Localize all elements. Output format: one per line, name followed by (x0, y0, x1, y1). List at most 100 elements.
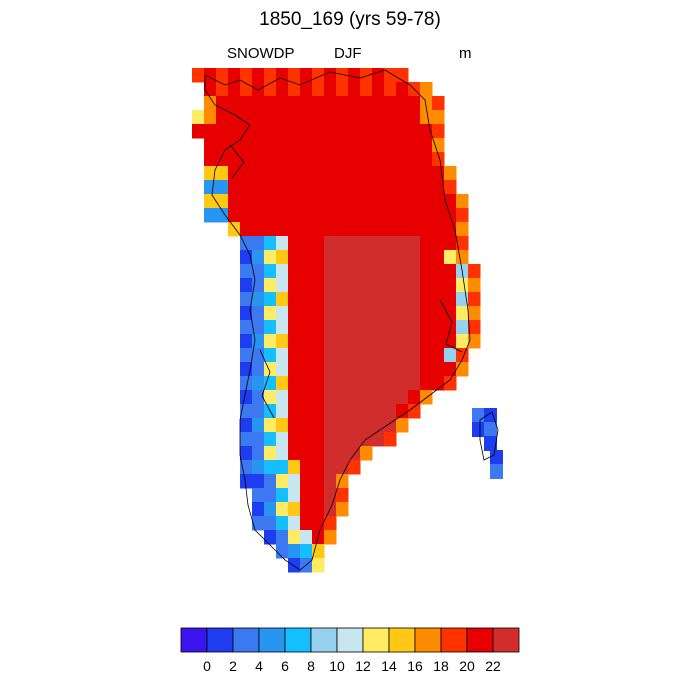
snow-depth-cell (360, 418, 373, 433)
snow-depth-cell (360, 208, 373, 223)
snow-depth-cell (372, 250, 385, 265)
snow-depth-cell (312, 488, 325, 503)
snow-depth-cell (288, 544, 301, 559)
snow-depth-cell (336, 376, 349, 391)
snow-depth-cell (312, 278, 325, 293)
snow-depth-cell (360, 348, 373, 363)
snow-depth-cell (336, 180, 349, 195)
snow-depth-cell (396, 166, 409, 181)
snow-depth-cell (300, 194, 313, 209)
snow-depth-cell (384, 292, 397, 307)
snow-depth-cell (312, 418, 325, 433)
snow-depth-cell (324, 138, 337, 153)
snow-depth-cell (372, 306, 385, 321)
snow-depth-cell (372, 334, 385, 349)
snow-depth-cell (372, 432, 385, 447)
snow-depth-cell (384, 124, 397, 139)
colorbar-tick-label: 2 (229, 658, 237, 674)
snow-depth-cell (336, 334, 349, 349)
snow-depth-cell (276, 376, 289, 391)
snow-depth-cell (384, 194, 397, 209)
snow-depth-cell (348, 292, 361, 307)
snow-depth-cell (288, 68, 301, 83)
snow-depth-cell (456, 292, 469, 307)
snow-depth-cell (396, 82, 409, 97)
snow-depth-cell (240, 208, 253, 223)
snow-depth-cell (420, 166, 433, 181)
snow-depth-cell (456, 320, 469, 335)
snow-depth-cell (384, 278, 397, 293)
snow-depth-cell (288, 180, 301, 195)
snow-depth-cell (288, 404, 301, 419)
snow-depth-cell (252, 96, 265, 111)
season-label: DJF (334, 45, 362, 62)
snow-depth-cell (252, 418, 265, 433)
snow-depth-cell (456, 334, 469, 349)
snow-depth-cell (348, 152, 361, 167)
snow-depth-cell (264, 124, 277, 139)
snow-depth-cell (372, 264, 385, 279)
snow-depth-cell (384, 432, 397, 447)
snow-depth-cell (384, 222, 397, 237)
snow-depth-cell (264, 320, 277, 335)
snow-depth-cell (192, 124, 205, 139)
snow-depth-cell (408, 292, 421, 307)
snow-depth-cell (264, 138, 277, 153)
snow-depth-cell (288, 558, 301, 573)
snow-depth-cell (372, 236, 385, 251)
colorbar-tick-label: 0 (203, 658, 211, 674)
snow-depth-cell (432, 362, 445, 377)
snow-depth-cell (360, 292, 373, 307)
snow-depth-cell (336, 124, 349, 139)
snow-depth-cell (252, 110, 265, 125)
snow-depth-cell (288, 418, 301, 433)
snow-depth-cell (276, 82, 289, 97)
snow-depth-cell (408, 152, 421, 167)
colorbar-box (310, 627, 338, 653)
snow-depth-cell (396, 404, 409, 419)
snow-depth-cell (408, 278, 421, 293)
snow-depth-cell (348, 334, 361, 349)
snow-depth-cell (276, 530, 289, 545)
snow-depth-cell (432, 348, 445, 363)
snow-depth-cell (432, 124, 445, 139)
snow-depth-cell (324, 362, 337, 377)
snow-depth-cell (324, 292, 337, 307)
snow-depth-cell (336, 96, 349, 111)
snow-depth-cell (300, 152, 313, 167)
snow-depth-cell (288, 306, 301, 321)
snow-depth-cell (276, 334, 289, 349)
snow-depth-cell (372, 404, 385, 419)
snow-depth-cell (300, 208, 313, 223)
snow-depth-cell (372, 110, 385, 125)
snow-depth-cell (432, 250, 445, 265)
snow-depth-cell (420, 96, 433, 111)
snow-depth-cell (396, 348, 409, 363)
snow-depth-cell (336, 68, 349, 83)
snow-depth-cell (240, 446, 253, 461)
snow-depth-cell (372, 152, 385, 167)
snow-depth-cell (252, 516, 265, 531)
snow-depth-cell (324, 124, 337, 139)
snow-depth-cell (288, 278, 301, 293)
snow-depth-cell (336, 474, 349, 489)
snow-depth-cell (300, 278, 313, 293)
snow-depth-cell (444, 278, 457, 293)
snow-depth-cell (264, 82, 277, 97)
snow-depth-cell (324, 264, 337, 279)
snow-depth-cell (288, 236, 301, 251)
snow-depth-cell (408, 334, 421, 349)
snow-depth-cell (420, 320, 433, 335)
snow-depth-cell (264, 278, 277, 293)
snow-depth-cell (444, 362, 457, 377)
snow-depth-cell (384, 138, 397, 153)
snow-depth-cell (360, 306, 373, 321)
snow-depth-cell (264, 208, 277, 223)
snow-depth-cell (288, 334, 301, 349)
snow-depth-cell (324, 152, 337, 167)
coastline-inlet (229, 144, 245, 179)
snow-depth-cell (408, 390, 421, 405)
snow-depth-cell (336, 264, 349, 279)
snow-depth-cell (384, 376, 397, 391)
snow-depth-cell (336, 306, 349, 321)
